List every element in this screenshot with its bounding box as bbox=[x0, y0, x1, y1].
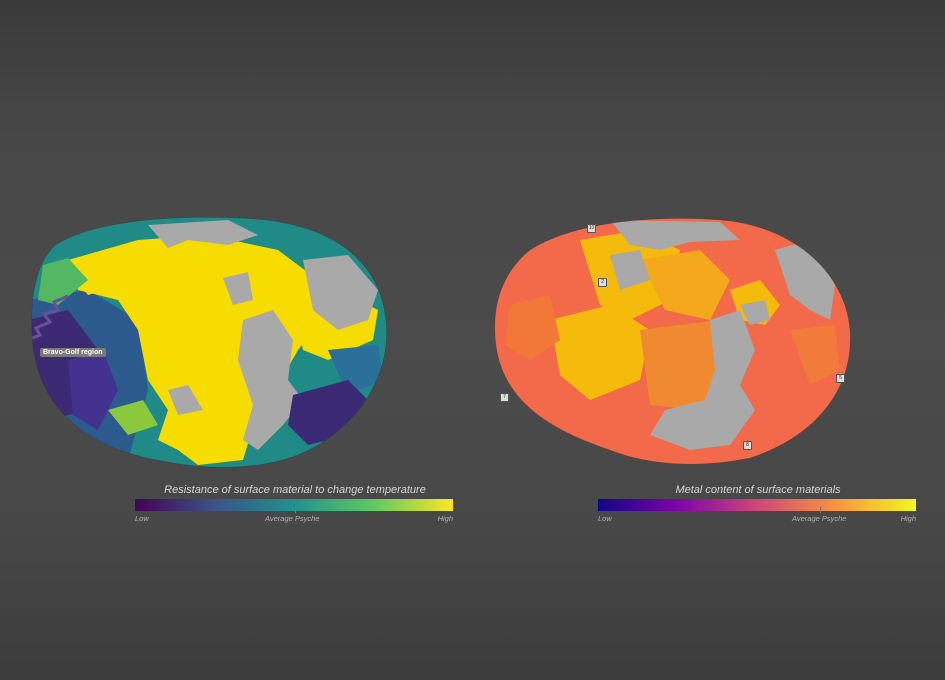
thermal-inertia-map: Bravo-Golf region bbox=[28, 210, 390, 472]
legend-low-label: Low bbox=[135, 514, 149, 523]
legend-title: Resistance of surface material to change… bbox=[164, 484, 426, 496]
bravo-golf-region-label: Bravo-Golf region bbox=[40, 348, 106, 357]
marker-2: 2 bbox=[598, 278, 607, 287]
thermal-inertia-legend: Resistance of surface material to change… bbox=[135, 484, 455, 526]
legend-labels: Low Average Psyche High bbox=[598, 514, 918, 526]
legend-labels: Low Average Psyche High bbox=[135, 514, 455, 526]
thermal-inertia-surface bbox=[31, 216, 387, 468]
legend-title: Metal content of surface materials bbox=[675, 484, 841, 496]
metal-content-surface bbox=[494, 218, 851, 465]
legend-high-label: High bbox=[900, 514, 916, 523]
legend-average-label: Average Psyche bbox=[792, 514, 847, 523]
average-tick bbox=[820, 507, 821, 513]
marker-5: 5 bbox=[836, 374, 845, 383]
legend-average-label: Average Psyche bbox=[265, 514, 320, 523]
legend-color-bar bbox=[135, 499, 453, 513]
marker-10: 10 bbox=[587, 224, 596, 233]
marker-8: 8 bbox=[743, 441, 752, 450]
average-tick bbox=[295, 507, 296, 513]
marker-7: 7 bbox=[500, 393, 509, 402]
legend-color-bar bbox=[598, 499, 916, 513]
legend-low-label: Low bbox=[598, 514, 612, 523]
legend-high-label: High bbox=[437, 514, 453, 523]
metal-content-legend: Metal content of surface materials Low A… bbox=[598, 484, 918, 526]
metal-content-map: 10 2 7 5 8 bbox=[490, 210, 855, 472]
